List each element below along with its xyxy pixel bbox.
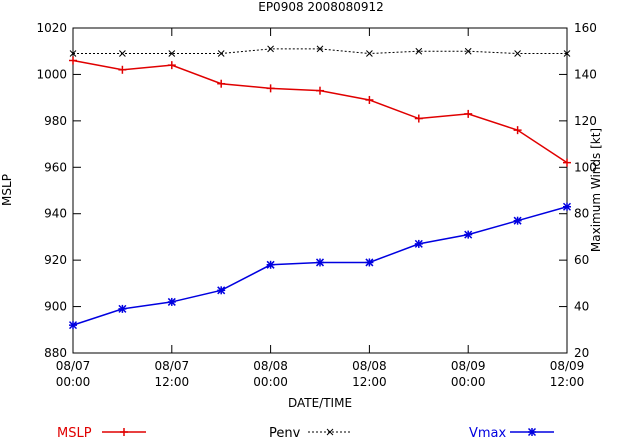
series-penv-point xyxy=(464,47,472,55)
x-tick-label: 08/08 12:00 xyxy=(352,359,387,389)
y2-tick-label: 80 xyxy=(574,207,589,221)
series-vmax-point xyxy=(365,258,374,267)
y2-tick-label: 20 xyxy=(574,346,589,360)
series-penv-point xyxy=(119,50,126,57)
series-penv-point xyxy=(168,50,176,57)
y2-tick-label: 120 xyxy=(574,114,597,128)
y-tick-label: 940 xyxy=(44,207,67,221)
series-penv-point xyxy=(514,50,521,57)
series-vmax-point xyxy=(464,230,473,239)
right-axis: 20 40 60 80 100 120 140 160 xyxy=(559,21,597,360)
legend: MSLP Penv Vmax xyxy=(57,426,554,437)
y2-axis-title: Maximum Winds [kt] xyxy=(589,128,603,252)
y-tick-label: 880 xyxy=(44,346,67,360)
series-mslp-point xyxy=(217,79,226,88)
series-mslp-point xyxy=(167,61,176,70)
left-axis: 880 900 920 940 960 980 1000 1020 xyxy=(36,21,81,360)
series-mslp-point xyxy=(464,109,473,118)
series-vmax-point xyxy=(513,216,522,225)
legend-marker-vmax xyxy=(527,427,537,437)
y-tick-label: 980 xyxy=(44,114,67,128)
series-mslp-point xyxy=(118,65,127,74)
series-vmax-point xyxy=(266,260,275,269)
series-vmax-point xyxy=(167,297,176,306)
x-tick-label: 08/09 00:00 xyxy=(451,359,486,389)
series-vmax-point xyxy=(217,286,226,295)
y2-tick-label: 100 xyxy=(574,160,597,174)
y2-tick-label: 160 xyxy=(574,21,597,35)
y-axis-title: MSLP xyxy=(0,174,14,206)
legend-label-penv: Penv xyxy=(269,426,301,437)
legend-marker-mslp xyxy=(120,428,128,436)
series-mslp-point xyxy=(513,126,522,135)
series-vmax-point xyxy=(118,304,127,313)
series-vmax-point xyxy=(315,258,325,267)
y2-tick-label: 40 xyxy=(574,300,589,314)
y-tick-label: 1000 xyxy=(36,67,67,81)
series-mslp-point xyxy=(266,84,275,93)
legend-marker-penv xyxy=(326,428,334,436)
series-penv-point xyxy=(563,50,571,57)
series-penv-point xyxy=(415,47,423,55)
legend-label-mslp: MSLP xyxy=(57,426,92,437)
x-tick-label: 08/09 12:00 xyxy=(550,359,585,389)
x-tick-label: 08/08 00:00 xyxy=(253,359,288,389)
series-penv-point xyxy=(69,50,77,57)
x-axis: 08/07 00:00 08/07 12:00 08/08 00:00 08/08 12:00… xyxy=(56,28,585,389)
series-penv-point xyxy=(366,50,373,57)
series-mslp-point xyxy=(563,158,571,167)
x-tick-label: 08/07 00:00 xyxy=(56,359,91,389)
y-tick-label: 920 xyxy=(44,253,67,267)
y-tick-label: 960 xyxy=(44,160,67,174)
series-mslp-point xyxy=(365,95,374,104)
series-mslp-point xyxy=(316,86,324,95)
series-mslp-point xyxy=(69,56,77,65)
series-penv-line xyxy=(73,48,567,55)
series-penv-point xyxy=(217,50,225,57)
series-vmax-point xyxy=(562,202,572,211)
series-vmax-point xyxy=(414,239,423,248)
chart-title: EP0908 2008080912 xyxy=(258,0,384,14)
x-axis-title: DATE/TIME xyxy=(288,396,352,410)
series-layer xyxy=(68,45,572,330)
x-tick-label: 08/07 12:00 xyxy=(155,359,190,389)
y-tick-label: 1020 xyxy=(36,21,67,35)
y-tick-label: 900 xyxy=(44,300,67,314)
legend-label-vmax: Vmax xyxy=(469,426,507,437)
y2-tick-label: 140 xyxy=(574,67,597,81)
series-vmax-point xyxy=(68,321,78,330)
series-penv-point xyxy=(316,45,324,53)
plot-frame xyxy=(72,27,568,354)
series-mslp-point xyxy=(414,114,423,123)
y2-tick-label: 60 xyxy=(574,253,589,267)
series-penv-point xyxy=(267,45,274,53)
series-mslp-line xyxy=(72,59,568,164)
